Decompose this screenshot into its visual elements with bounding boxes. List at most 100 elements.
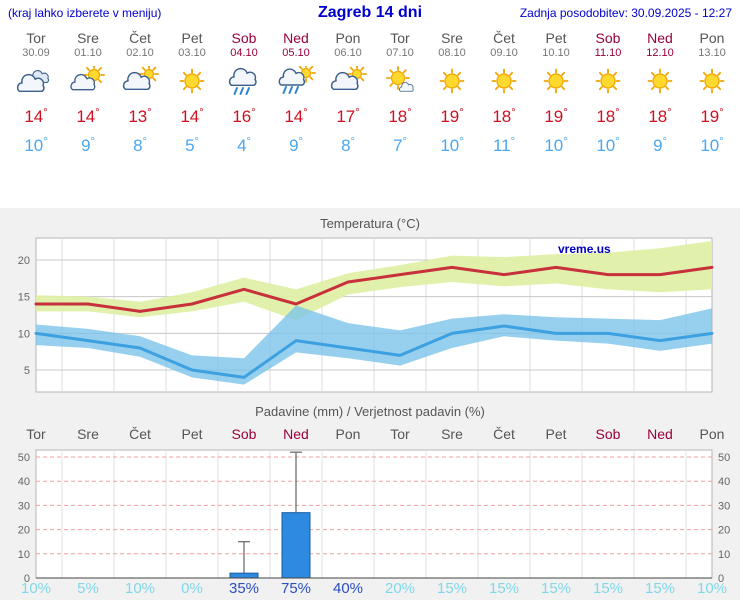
svg-text:20: 20 [718, 525, 730, 537]
day-column: Tor [374, 426, 426, 442]
day-column: Tor 07.10 18° 7° [374, 30, 426, 156]
svg-text:10: 10 [718, 549, 730, 561]
day-column: Sob 04.10 16° 4° [218, 30, 270, 156]
day-column: Čet 02.10 13° 8° [114, 30, 166, 156]
low-temp: 9° [289, 136, 303, 155]
sunny-icon [484, 66, 524, 102]
day-column: Sre [62, 426, 114, 442]
svg-text:0: 0 [718, 573, 724, 585]
day-column: Pon [686, 426, 738, 442]
day-column: Sre 08.10 19° 10° [426, 30, 478, 156]
mostly-cloudy-icon [120, 64, 160, 102]
day-column: Ned 12.10 18° 9° [634, 30, 686, 156]
precip-probability: 15% [644, 580, 676, 597]
high-temp: 14° [180, 107, 204, 126]
sunny-icon [640, 66, 680, 102]
day-date: 06.10 [334, 47, 362, 59]
day-date: 03.10 [178, 47, 206, 59]
day-date: 02.10 [126, 47, 154, 59]
day-name: Sre [77, 30, 99, 46]
svg-text:10: 10 [18, 328, 30, 340]
svg-text:20: 20 [18, 525, 30, 537]
day-column: Pet 10.10 19° 10° [530, 30, 582, 156]
day-name: Pet [181, 426, 203, 442]
watermark-link[interactable]: vreme.us [558, 242, 611, 256]
mostly-cloudy-icon [328, 64, 368, 102]
low-temp: 8° [133, 136, 147, 155]
high-temp: 18° [492, 107, 516, 126]
high-temp: 19° [440, 107, 464, 126]
day-name: Pet [545, 426, 567, 442]
svg-text:30: 30 [718, 500, 730, 512]
low-temp: 7° [393, 136, 407, 155]
day-column: Ned [634, 426, 686, 442]
rain-icon [224, 66, 264, 102]
precip-probability: 0% [181, 580, 203, 597]
precip-probability: 15% [540, 580, 572, 597]
low-temp: 5° [185, 136, 199, 155]
sunny-icon [588, 66, 628, 102]
day-date: 12.10 [646, 47, 674, 59]
precip-probability: 40% [332, 580, 364, 597]
svg-text:50: 50 [18, 452, 30, 464]
svg-text:0: 0 [24, 573, 30, 585]
high-temp: 18° [388, 107, 412, 126]
day-name: Sob [231, 426, 257, 442]
svg-text:50: 50 [718, 452, 730, 464]
day-name: Ned [283, 426, 309, 442]
day-name: Sob [231, 30, 257, 46]
day-date: 09.10 [490, 47, 518, 59]
day-column: Ned 05.10 14° 9° [270, 30, 322, 156]
day-column: Čet [478, 426, 530, 442]
temp-chart-title: Temperatura (°C) [320, 216, 420, 231]
day-column: Tor [10, 426, 62, 442]
high-temp: 14° [76, 107, 100, 126]
day-name: Čet [493, 30, 515, 46]
precip-probability-row: 10% 5% 10% 0% 35% 75% 40% 20% 15% 15% 15% 15% 15% 10% [10, 580, 738, 597]
charts-panel: Temperatura (°C) 5 10 15 20 vreme.us Padavi… [0, 208, 740, 600]
page-title: Zagreb 14 dni [317, 4, 423, 21]
cloudy-icon [16, 66, 56, 102]
high-temp: 18° [596, 107, 620, 126]
precip-probability: 10% [20, 580, 52, 597]
day-name: Sre [441, 426, 463, 442]
day-column: Pet 03.10 14° 5° [166, 30, 218, 156]
day-date: 08.10 [438, 47, 466, 59]
day-date: 10.10 [542, 47, 570, 59]
day-column: Čet 09.10 18° 11° [478, 30, 530, 156]
day-column: Pon [322, 426, 374, 442]
day-name: Čet [493, 426, 515, 442]
low-temp: 9° [653, 136, 667, 155]
day-column: Sre 01.10 14° 9° [62, 30, 114, 156]
precip-probability: 15% [436, 580, 468, 597]
day-column: Pon 06.10 17° 8° [322, 30, 374, 156]
day-name: Čet [129, 30, 151, 46]
high-temp: 19° [700, 107, 724, 126]
day-column: Sob [218, 426, 270, 442]
precip-probability: 15% [592, 580, 624, 597]
day-column: Pet [530, 426, 582, 442]
day-name: Pon [335, 426, 361, 442]
low-temp: 10° [544, 136, 568, 155]
day-name: Tor [390, 30, 410, 46]
day-name: Pon [335, 30, 361, 46]
high-temp: 13° [128, 107, 152, 126]
day-column: Sre [426, 426, 478, 442]
svg-text:5: 5 [24, 365, 30, 377]
day-name: Sob [595, 30, 621, 46]
sunny-icon [432, 66, 472, 102]
temperature-chart: 5 10 15 20 [18, 237, 714, 393]
day-name: Pon [699, 30, 725, 46]
low-temp: 8° [341, 136, 355, 155]
day-column: Čet [114, 426, 166, 442]
precip-probability: 35% [228, 580, 260, 597]
precip-chart-title: Padavine (mm) / Verjetnost padavin (%) [255, 404, 485, 419]
precip-days-row: Tor Sre Čet Pet Sob Ned Pon Tor Sre Čet … [10, 426, 738, 442]
day-name: Tor [26, 30, 46, 46]
high-temp: 16° [232, 107, 256, 126]
menu-hint: (kraj lahko izberete v meniju) [8, 6, 162, 20]
day-name: Sre [77, 426, 99, 442]
last-updated: Zadnja posodobitev: 30.09.2025 - 12:27 [519, 6, 732, 20]
day-column: Pon 13.10 19° 10° [686, 30, 738, 156]
